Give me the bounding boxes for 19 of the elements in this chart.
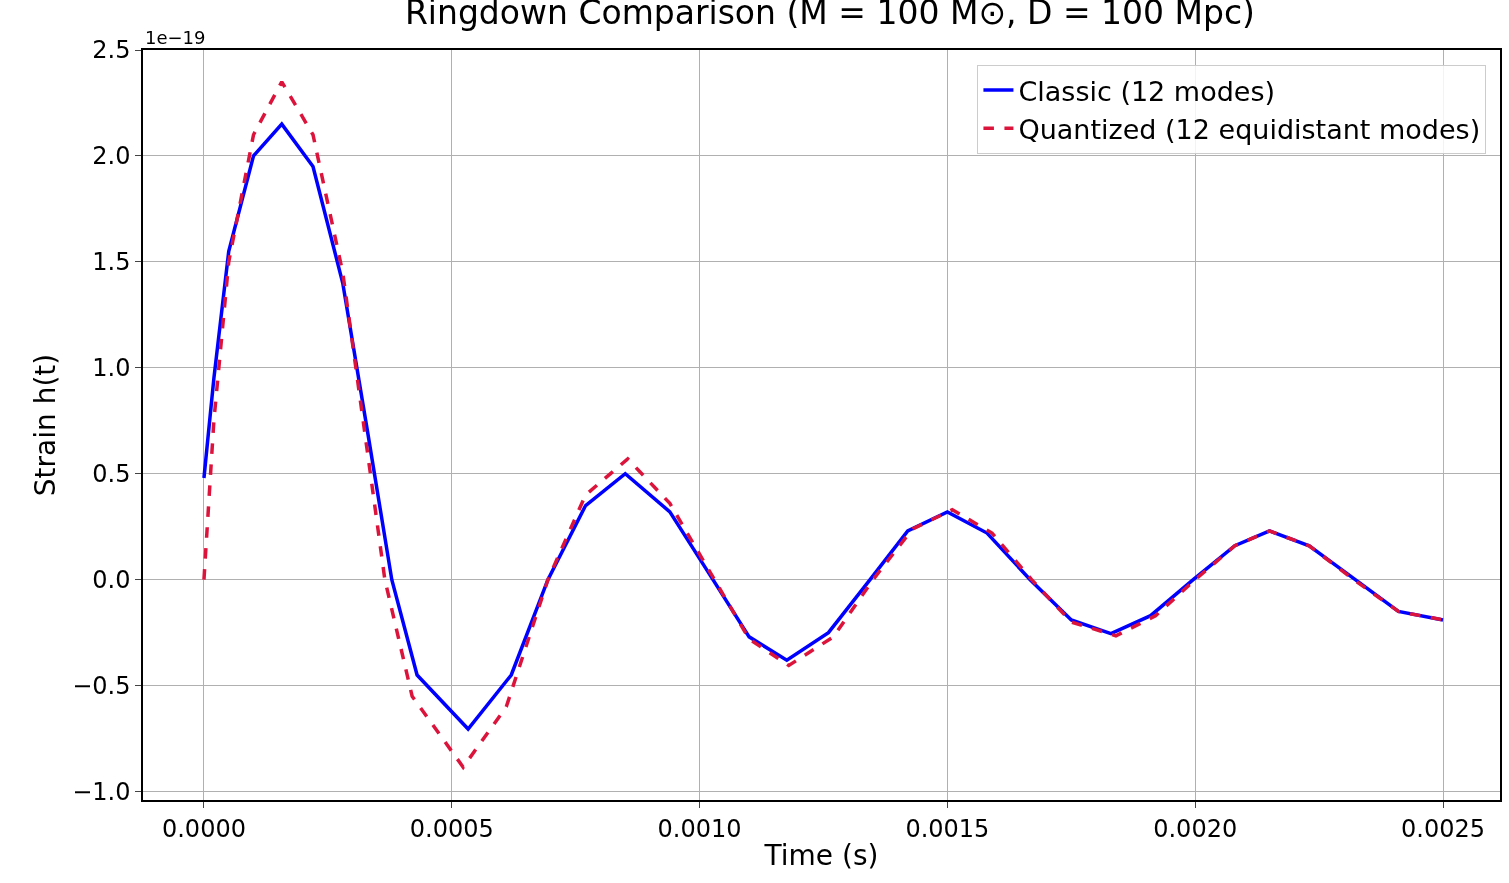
y-tick-label: 0.5	[92, 460, 131, 489]
legend-label: Classic (12 modes)	[1018, 75, 1276, 107]
y-tick-label: 1.5	[92, 248, 131, 277]
x-tick-label: 0.0025	[1401, 814, 1485, 843]
x-tick-label: 0.0000	[161, 814, 246, 843]
text: 1e−19	[145, 27, 206, 48]
y-tick-label: −0.5	[72, 671, 131, 700]
y-tick-label: 2.5	[92, 36, 131, 65]
y-tick-label: 0.0	[92, 566, 131, 595]
y-tick-label: 2.0	[92, 142, 131, 171]
x-tick-label: 0.0015	[905, 814, 990, 843]
x-axis-title: Time (s)	[763, 839, 879, 873]
y-tick-label: 1.0	[92, 354, 131, 383]
x-tick-label: 0.0005	[409, 814, 494, 843]
x-tick-label: 0.0020	[1153, 814, 1238, 843]
legend-label: Quantized (12 equidistant modes)	[1018, 113, 1481, 145]
y-axis-title: Strain h(t)	[29, 353, 63, 497]
y-tick-label: −1.0	[72, 777, 131, 806]
x-tick-label: 0.0010	[657, 814, 742, 843]
